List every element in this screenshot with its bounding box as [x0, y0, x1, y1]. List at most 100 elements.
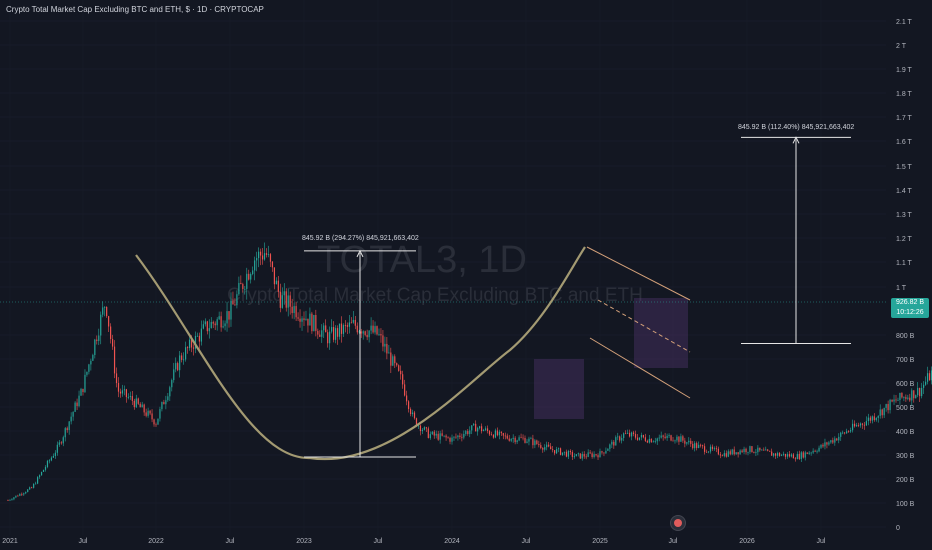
candle-body: [830, 440, 832, 443]
candle-body: [506, 435, 508, 439]
candle-body: [234, 304, 236, 306]
candle-body: [603, 452, 605, 454]
candle-body: [350, 322, 352, 324]
candle-body: [514, 437, 516, 443]
candle-body: [309, 313, 311, 326]
candle-body: [583, 453, 585, 457]
candle-body: [629, 432, 631, 437]
channel-mid: [597, 299, 691, 353]
candle-body: [301, 318, 303, 322]
tradingview-logo-icon[interactable]: [670, 515, 686, 531]
candle-body: [155, 424, 157, 426]
candle-body: [800, 452, 802, 459]
candle-body: [317, 330, 319, 335]
candle-body: [490, 434, 493, 436]
candle-body: [700, 444, 702, 446]
candle-body: [899, 392, 901, 401]
y-tick-label: 600 B: [896, 381, 915, 388]
candle-body: [808, 452, 810, 454]
current-price-badge: 926.82 B 10:12:26: [891, 298, 929, 318]
candle-body: [715, 448, 718, 450]
candle-body: [384, 343, 386, 347]
candle-body: [131, 396, 133, 401]
x-tick-label: Jul: [817, 538, 826, 545]
candle-body: [133, 400, 135, 408]
candle-body: [881, 409, 883, 416]
candle-body: [113, 346, 116, 374]
candle-body: [660, 435, 662, 438]
candle-body: [13, 497, 15, 500]
candle-body: [338, 323, 341, 337]
candle-body: [702, 445, 704, 447]
candle-body: [33, 483, 35, 488]
candle-body: [48, 460, 51, 462]
candle-body: [171, 380, 173, 388]
candle-body: [417, 425, 420, 427]
candle-body: [447, 437, 449, 439]
candle-body: [589, 452, 591, 454]
candle-body: [925, 381, 927, 385]
measure-arrow-head: [356, 249, 364, 258]
candle-body: [9, 499, 11, 501]
candle-body: [863, 424, 866, 426]
candle-body: [163, 402, 165, 405]
candle-body: [921, 387, 923, 397]
candle-body: [524, 437, 526, 443]
candle-body: [455, 436, 457, 438]
candle-body: [297, 317, 299, 319]
candle-body: [607, 448, 609, 451]
candle-body: [682, 436, 684, 441]
candle-body: [196, 335, 199, 337]
y-tick-label: 2 T: [896, 43, 907, 50]
candle-body: [277, 280, 279, 292]
candle-body: [263, 253, 266, 260]
candle-body: [802, 452, 804, 458]
candle-body: [804, 452, 806, 458]
candle-body: [70, 416, 72, 422]
candle-body: [690, 440, 692, 444]
candle-body: [161, 402, 163, 410]
y-tick-label: 1.1 T: [896, 260, 913, 267]
candle-body: [538, 444, 540, 446]
candle-body: [289, 295, 291, 307]
candle-body: [563, 451, 566, 453]
candle-body: [775, 453, 777, 456]
candle-body: [820, 444, 822, 448]
candle-body: [287, 295, 289, 308]
candle-body: [127, 397, 129, 398]
candle-body: [605, 450, 607, 454]
candle-body: [50, 457, 53, 461]
candle-body: [275, 280, 277, 285]
bar-countdown: 10:12:26: [896, 309, 924, 316]
candle-body: [44, 467, 47, 470]
measure-arrow-head: [792, 136, 800, 144]
candle-body: [504, 435, 506, 437]
candle-body: [611, 441, 613, 445]
candle-body: [437, 433, 439, 440]
candle-body: [479, 426, 481, 429]
candle-body: [873, 416, 875, 421]
candle-body: [121, 390, 124, 394]
candle-body: [141, 404, 143, 408]
candle-body: [613, 441, 615, 446]
candle-body: [561, 452, 564, 455]
y-tick-label: 1.5 T: [896, 164, 913, 171]
channel-lower: [589, 337, 691, 399]
candle-body: [680, 436, 682, 442]
candle-body: [571, 452, 573, 457]
candle-body: [482, 430, 485, 432]
candle-body: [334, 328, 337, 340]
candle-body: [773, 453, 775, 456]
candle-body: [654, 441, 656, 443]
candle-body: [599, 451, 601, 458]
candle-body: [94, 339, 96, 356]
candle-body: [123, 389, 126, 391]
candle-body: [630, 432, 633, 437]
candle-body: [544, 447, 546, 450]
candle-body: [188, 339, 191, 349]
candle-body: [206, 321, 208, 332]
candle-body: [522, 437, 524, 439]
candle-body: [169, 387, 171, 397]
candle-body: [423, 427, 425, 430]
candle-body: [119, 391, 122, 394]
